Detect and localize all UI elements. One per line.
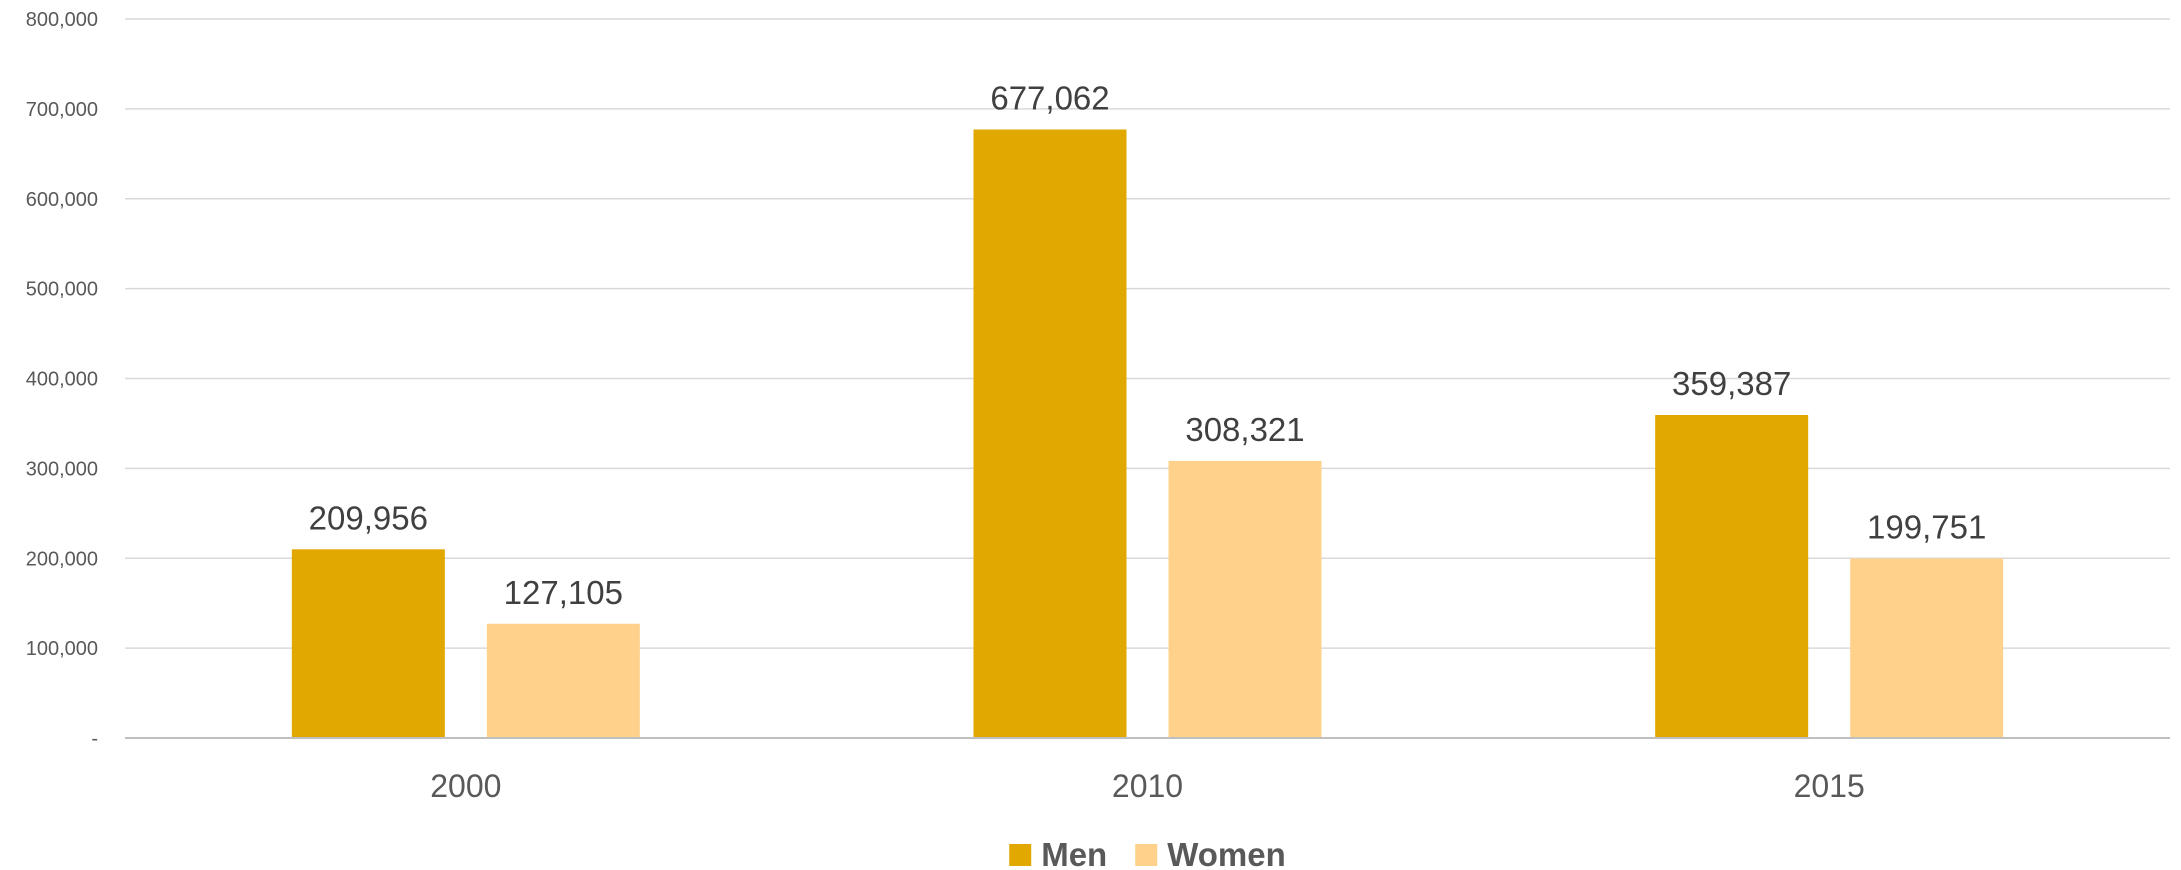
data-label-women-2000: 127,105	[504, 574, 623, 611]
x-tick-label: 2015	[1794, 768, 1865, 804]
legend-item-men: Men	[1009, 836, 1107, 870]
data-label-women-2015: 199,751	[1867, 508, 1986, 545]
bar-women-2010	[1169, 461, 1322, 738]
data-label-women-2010: 308,321	[1185, 411, 1304, 448]
legend-swatch	[1135, 844, 1157, 866]
y-tick-label: 600,000	[26, 189, 98, 211]
legend-label: Men	[1041, 836, 1107, 870]
y-tick-label: 500,000	[26, 279, 98, 301]
data-label-men-2000: 209,956	[309, 499, 428, 536]
data-label-men-2010: 677,062	[990, 79, 1109, 116]
bar-men-2000	[292, 549, 445, 738]
x-tick-label: 2010	[1112, 768, 1183, 804]
legend-label: Women	[1167, 836, 1286, 870]
bars	[292, 129, 2003, 738]
x-tick-label: 2000	[430, 768, 501, 804]
y-tick-label: 100,000	[26, 638, 98, 660]
y-tick-label: -	[91, 728, 98, 750]
y-tick-label: 700,000	[26, 99, 98, 121]
bar-men-2010	[974, 129, 1127, 738]
y-tick-label: 400,000	[26, 369, 98, 391]
bar-men-2015	[1655, 415, 1808, 738]
bar-women-2015	[1850, 558, 2003, 738]
legend-item-women: Women	[1135, 836, 1286, 870]
y-axis-tick-labels: - 100,000 200,000 300,000 400,000 500,000 600,…	[26, 9, 98, 750]
y-tick-label: 200,000	[26, 548, 98, 570]
bar-women-2000	[487, 624, 640, 738]
y-tick-label: 300,000	[26, 458, 98, 480]
y-tick-label: 800,000	[26, 9, 98, 31]
legend: Men Women	[1009, 836, 1286, 870]
legend-swatch	[1009, 844, 1031, 866]
x-axis-tick-labels: 2000 2010 2015	[430, 768, 1865, 804]
data-label-men-2015: 359,387	[1672, 365, 1791, 402]
